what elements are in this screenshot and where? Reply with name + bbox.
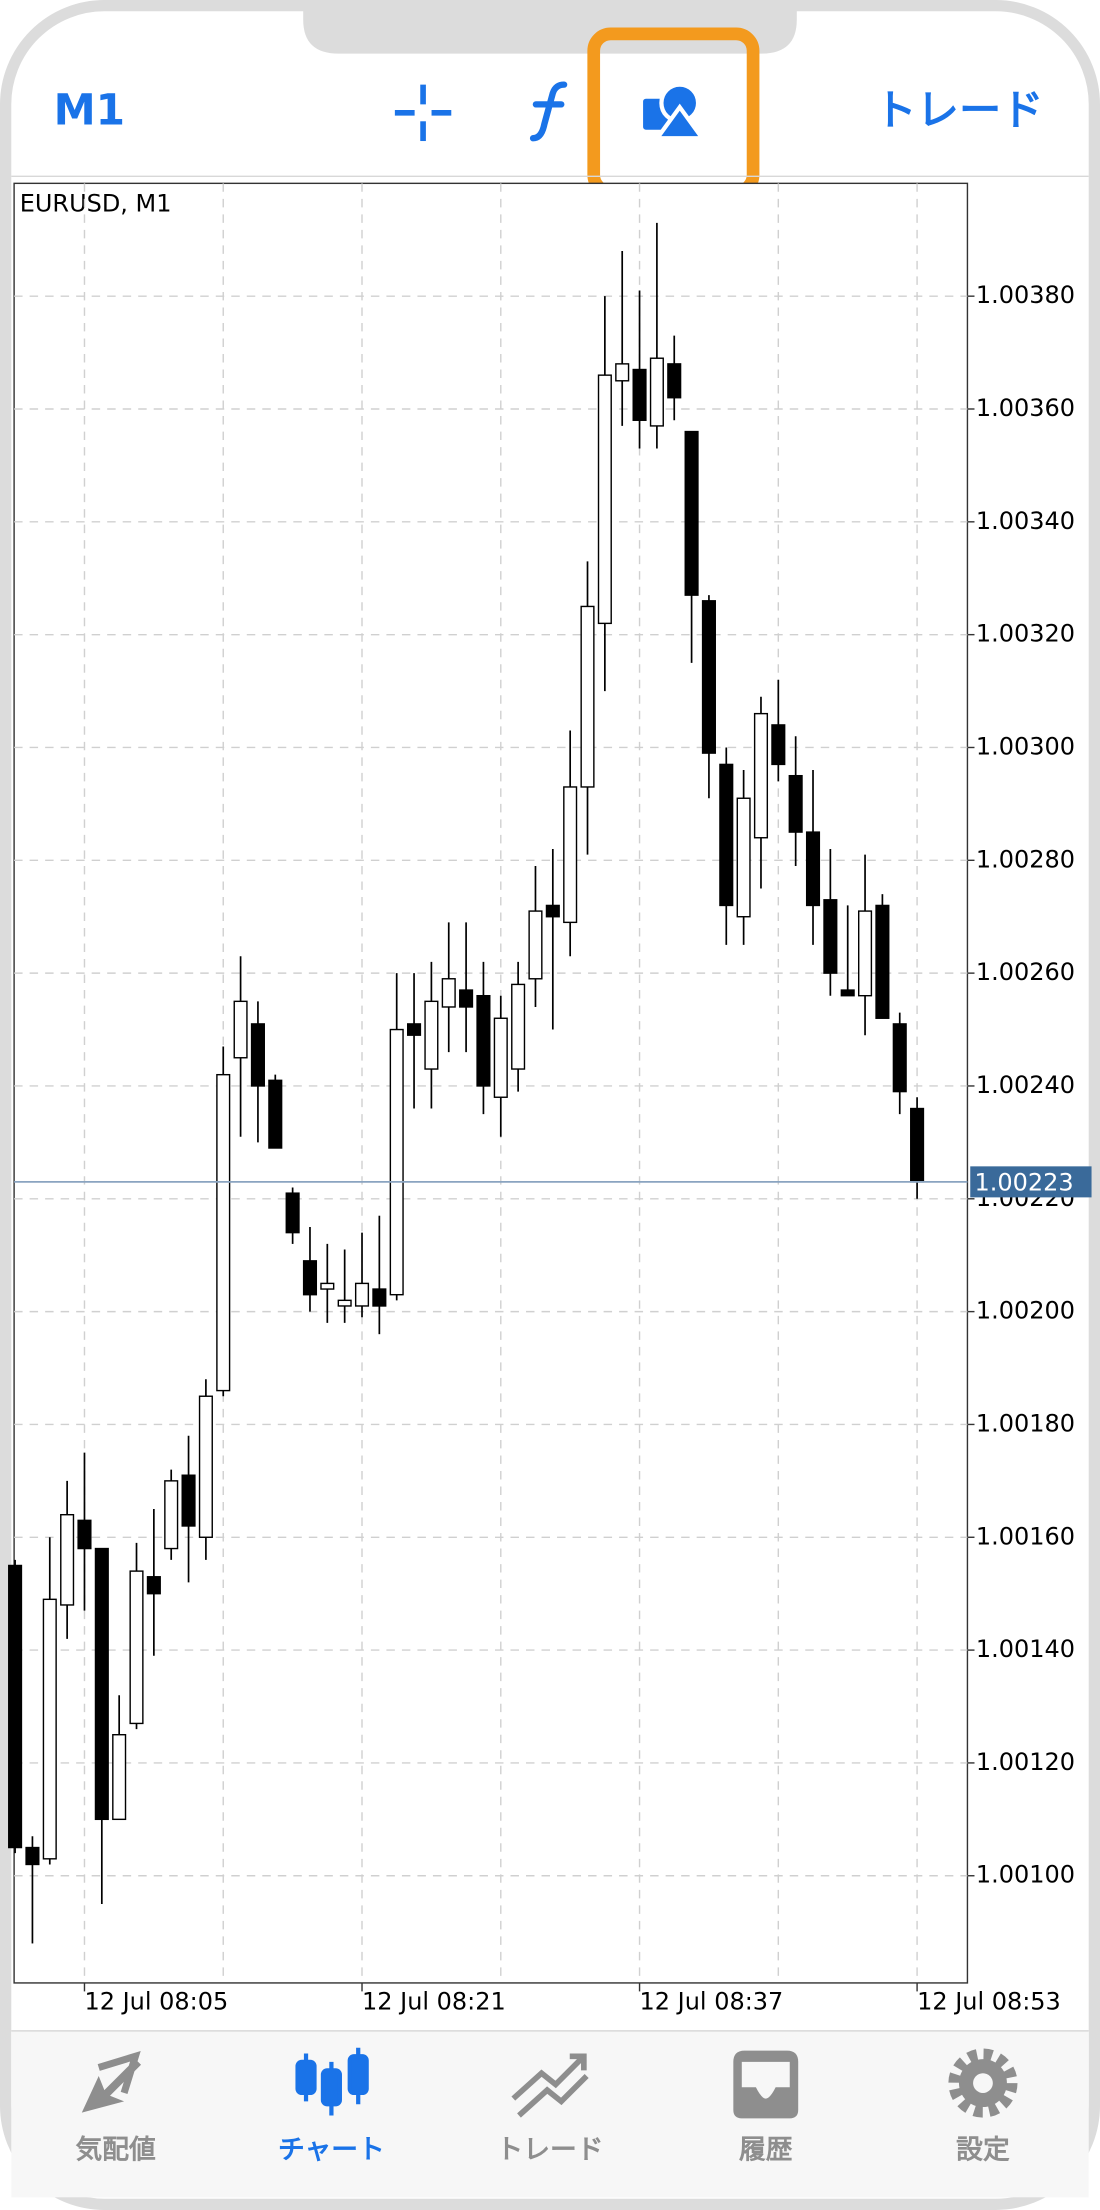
candle-body [597,374,612,625]
candle-body [892,1023,907,1093]
x-tick-label: 12 Jul 08:37 [640,1988,784,2016]
candle-body [684,430,699,596]
candle-body [320,1282,335,1290]
candle-body [268,1079,283,1149]
plot-area [13,182,969,1984]
candle-body [164,1480,179,1550]
candle-body [493,1017,508,1098]
tab-label[interactable]: 設定 [956,2134,1010,2165]
candle-body [372,1288,387,1307]
y-tick-label: 1.00280 [976,845,1075,873]
current-price-label: 1.00223 [974,1168,1073,1196]
candle-body [8,1564,23,1849]
candle-body [667,363,682,399]
y-tick-label: 1.00120 [976,1748,1075,1776]
candle-body [823,899,838,974]
candle-body [476,994,491,1087]
y-tick-label: 1.00240 [976,1071,1075,1099]
y-tick-label: 1.00100 [976,1861,1075,1889]
candle-body [285,1192,300,1234]
history-tab[interactable]: 履歴 [733,2050,799,2166]
x-tick-label: 12 Jul 08:05 [84,1988,228,2016]
candle-body [910,1107,925,1183]
candle-body [875,904,890,1019]
tab-bar [11,2030,1089,2198]
axes: 1.00100 1.00120 1.00140 1.00160 1.00180 1.002… [83,281,1075,2016]
candle-body [511,983,526,1070]
candle-body [250,1023,265,1087]
candle-body [146,1576,161,1595]
trade-button[interactable]: トレード [874,85,1043,134]
y-tick-label: 1.00380 [976,281,1075,309]
indicator-icon[interactable] [529,81,568,142]
y-tick-label: 1.00340 [976,507,1075,535]
y-tick-label: 1.00320 [976,620,1075,648]
tab-label[interactable]: 履歴 [739,2134,793,2165]
settings-tab[interactable]: 設定 [948,2048,1018,2165]
tab-label[interactable]: 気配値 [75,2133,156,2165]
notch [303,5,797,54]
candle-body [441,978,456,1008]
candle-body [407,1023,422,1036]
candle-body [302,1260,318,1296]
trade-tab[interactable]: トレード [496,2053,604,2165]
candle-body [77,1519,92,1550]
candle-body [840,989,855,997]
candle-body [129,1570,144,1725]
y-tick-label: 1.00200 [976,1297,1075,1325]
candle-body [701,600,716,754]
chart: EURUSD, M1 1.001001.001201.001401.001601… [8,182,1092,2016]
candle-body [94,1547,109,1821]
candle-body [198,1395,213,1538]
candle-body [545,904,560,918]
candle-body [112,1734,127,1821]
crosshair-icon[interactable] [394,84,452,142]
candle-body [424,1000,439,1070]
candle-body [528,910,543,980]
candle-body [25,1846,40,1866]
candle-body [736,797,751,918]
current-price-box [970,1166,1092,1198]
y-tick-label: 1.00360 [976,394,1075,422]
candle-body [649,357,664,427]
x-tick-label: 12 Jul 08:53 [917,1988,1061,2016]
candle-body [580,605,595,788]
candle-body [753,712,769,839]
quotes-tab[interactable]: 気配値 [75,2050,156,2165]
candle-body [60,1513,75,1606]
candle-body [719,763,734,907]
y-tick-label: 1.00140 [976,1635,1075,1663]
candle-body [805,831,821,907]
candle-body [337,1299,352,1307]
candles [8,222,925,1944]
tab-label[interactable]: チャート [278,2134,385,2165]
candle-body [615,363,630,382]
chart-tab[interactable]: チャート [278,2047,385,2165]
candle-body [233,1000,248,1059]
objects-icon[interactable] [643,82,707,141]
candle-body [563,786,578,924]
y-tick-label: 1.00180 [976,1409,1075,1437]
candle-body [42,1598,57,1860]
y-tick-label: 1.00260 [976,958,1075,986]
candle-body [771,724,786,766]
x-tick-label: 12 Jul 08:21 [362,1988,506,2016]
candle-body [181,1474,196,1527]
candle-body [389,1028,404,1296]
chart-title: EURUSD, M1 [20,189,172,217]
timeframe-button[interactable]: M1 [54,85,126,134]
candle-body [788,774,803,833]
y-tick-label: 1.00300 [976,732,1075,760]
candle-body [632,368,647,421]
y-tick-label: 1.00160 [976,1522,1075,1550]
tab-label[interactable]: トレード [496,2134,603,2165]
candle-body [354,1282,370,1307]
candle-body [858,910,873,997]
candle-body [216,1073,231,1392]
candle-body [459,989,474,1008]
